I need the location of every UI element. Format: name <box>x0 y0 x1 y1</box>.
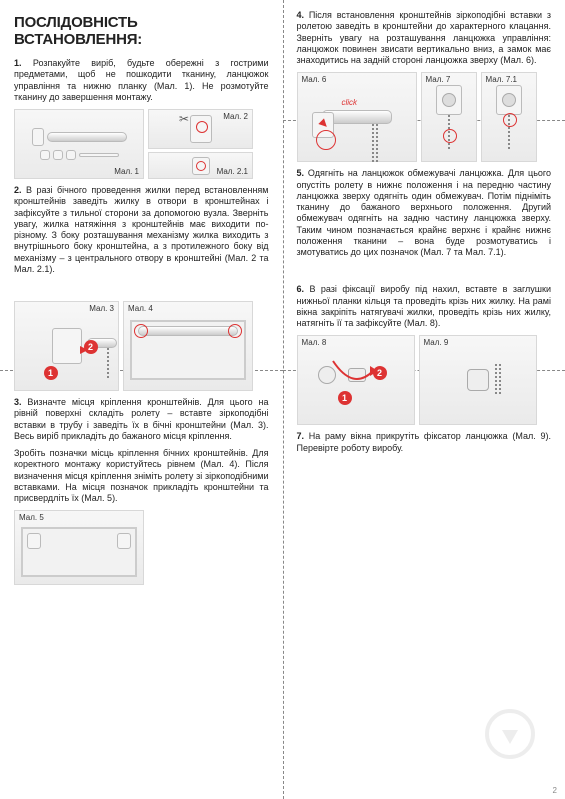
roller-icon <box>47 132 127 142</box>
highlight-circle-icon <box>228 324 242 338</box>
step-7-text: 7. На раму вікна прикрутіть фіксатор лан… <box>297 431 552 454</box>
bracket-icon <box>52 328 82 364</box>
fig-label-5: Мал. 5 <box>19 513 44 522</box>
fig-label-71: Мал. 7.1 <box>486 75 517 84</box>
frame-icon <box>21 527 137 577</box>
figure-2-1: Мал. 2.1 <box>148 152 253 179</box>
mechanism-icon <box>496 85 522 115</box>
fig-label-1: Мал. 1 <box>114 167 139 176</box>
bracket-icon <box>190 115 212 143</box>
figure-8: Мал. 8 1 2 <box>297 335 415 425</box>
chain-icon <box>372 124 374 164</box>
roller-icon <box>138 326 239 336</box>
fixator-icon <box>467 369 489 391</box>
figure-7-1: Мал. 7.1 <box>481 72 537 162</box>
highlight-circle-icon <box>316 130 336 150</box>
step-2-text: 2. В разі бічного проведення жилки перед… <box>14 185 269 275</box>
fig-row-4: Мал. 6 click Мал. 7 <box>297 72 552 162</box>
part-icon <box>66 150 76 160</box>
step-3b-text: Зробіть позначки місць кріплення бічних … <box>14 448 269 504</box>
watermark-icon <box>485 709 535 759</box>
fig-label-6: Мал. 6 <box>302 75 327 84</box>
chain-icon <box>107 348 109 378</box>
highlight-circle-icon <box>443 129 457 143</box>
step-4-text: 4. Після встановлення кронштейнів зіркоп… <box>297 10 552 66</box>
part-icon <box>53 150 63 160</box>
bracket-icon <box>27 533 41 549</box>
figure-9: Мал. 9 <box>419 335 537 425</box>
highlight-circle-icon <box>503 113 517 127</box>
part-icon <box>79 153 119 157</box>
mechanism-icon <box>436 85 462 115</box>
part-icon <box>40 150 50 160</box>
wheel-icon <box>502 93 516 107</box>
step-5-text: 5. Одягніть на ланцюжок обмежувачі ланцю… <box>297 168 552 258</box>
right-column: 4. Після встановлення кронштейнів зіркоп… <box>283 0 565 799</box>
fig-label-7: Мал. 7 <box>426 75 451 84</box>
chain-icon <box>495 364 497 394</box>
chain-icon <box>499 364 501 394</box>
highlight-circle-icon <box>134 324 148 338</box>
bracket-icon <box>192 157 210 175</box>
badge-1: 1 <box>44 366 58 380</box>
step-3a-text: 3. Визначте місця кріплення кронштейнів.… <box>14 397 269 442</box>
figure-7: Мал. 7 <box>421 72 477 162</box>
chain-icon <box>376 124 378 164</box>
fig-row-2: Мал. 3 1 2 Мал. 4 <box>14 301 269 391</box>
scissors-icon: ✂ <box>179 112 189 126</box>
highlight-circle-icon <box>196 161 206 171</box>
step-1-text: 1. Розпакуйте виріб, будьте обережні з г… <box>14 58 269 103</box>
frame-icon <box>130 320 246 380</box>
figure-3: Мал. 3 1 2 <box>14 301 119 391</box>
badge-1: 1 <box>338 391 352 405</box>
fig-row-1: Мал. 1 Мал. 2 ✂ <box>14 109 269 179</box>
fig-label-9: Мал. 9 <box>424 338 449 347</box>
page-number: 2 <box>553 786 557 795</box>
fig-row-3: Мал. 5 <box>14 510 269 585</box>
click-label: click <box>342 98 358 107</box>
figure-4: Мал. 4 <box>123 301 253 391</box>
fig-label-21: Мал. 2.1 <box>217 167 248 176</box>
badge-2: 2 <box>84 340 98 354</box>
badge-2: 2 <box>373 366 387 380</box>
page-container: ПОСЛІДОВНІСТЬ ВСТАНОВЛЕННЯ: 1. Розпакуйт… <box>0 0 565 799</box>
left-column: ПОСЛІДОВНІСТЬ ВСТАНОВЛЕННЯ: 1. Розпакуйт… <box>0 0 283 799</box>
curved-arrow-icon <box>328 356 378 406</box>
figure-5: Мал. 5 <box>14 510 144 585</box>
fig-label-2: Мал. 2 <box>223 112 248 121</box>
fig-row-5: Мал. 8 1 2 Мал. 9 <box>297 335 552 425</box>
wheel-icon <box>442 93 456 107</box>
fig-label-3: Мал. 3 <box>89 304 114 313</box>
figure-1: Мал. 1 <box>14 109 144 179</box>
highlight-circle-icon <box>196 121 208 133</box>
bracket-icon <box>117 533 131 549</box>
page-title: ПОСЛІДОВНІСТЬ ВСТАНОВЛЕННЯ: <box>14 14 269 48</box>
part-icon <box>32 128 44 146</box>
step-6-text: 6. В разі фіксації виробу під нахил, вст… <box>297 284 552 329</box>
figure-2: Мал. 2 ✂ <box>148 109 253 149</box>
figure-6: Мал. 6 click <box>297 72 417 162</box>
fig-label-4: Мал. 4 <box>128 304 153 313</box>
